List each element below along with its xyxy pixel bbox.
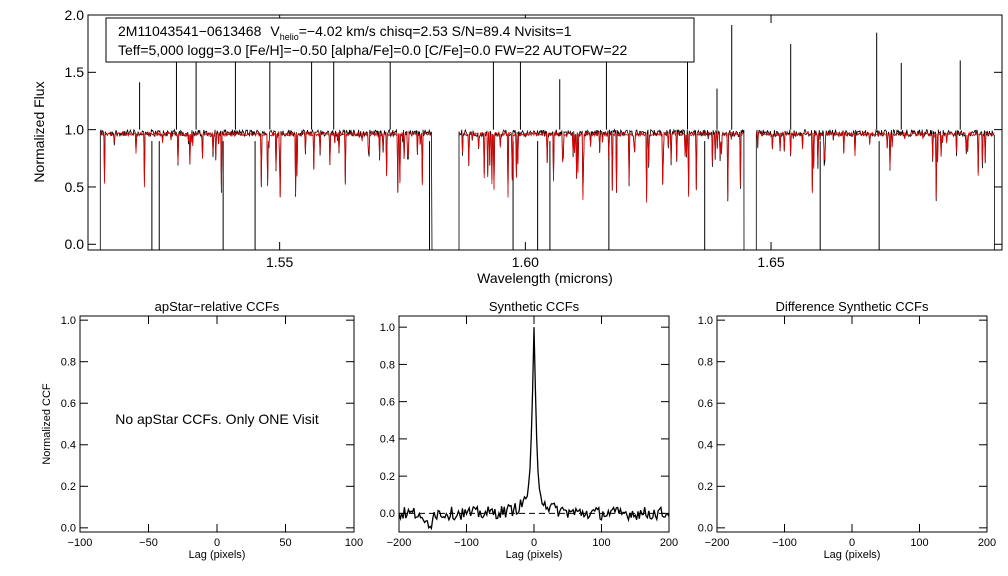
synthetic-ccf-xtick-label: 0	[531, 537, 537, 549]
difference-ccf-xtick-label: 200	[978, 537, 996, 549]
apstar-ccf-xlabel: Lag (pixels)	[189, 549, 246, 561]
info-line-2: Teff=5,000 logg=3.0 [Fe/H]=−0.50 [alpha/…	[118, 42, 627, 58]
spectrum-ytick-label: 1.5	[65, 64, 85, 80]
observed-chip-1	[99, 128, 433, 251]
spectrum-ytick-label: 2.0	[65, 7, 85, 23]
difference-ccf-xtick-label: 0	[849, 537, 855, 549]
difference-ccf-ytick-label: 0.2	[698, 481, 713, 493]
info-box	[105, 17, 695, 63]
spectrum-xlabel: Wavelength (microns)	[477, 270, 613, 286]
model-chip-3	[755, 131, 995, 199]
synthetic-ccf-ytick-label: 0.8	[380, 359, 395, 371]
observed-chip-2	[458, 128, 745, 251]
difference-ccf-xlabel: Lag (pixels)	[824, 549, 881, 561]
spectrum-xtick-label: 1.65	[757, 254, 784, 270]
apstar-ccf-ytick-label: 0.4	[61, 440, 76, 452]
apstar-ccf-ytick-label: 0.0	[61, 523, 76, 535]
apstar-ccf-ytick-label: 0.2	[61, 481, 76, 493]
difference-ccf-xtick-label: 100	[910, 537, 928, 549]
synthetic-ccf-title: Synthetic CCFs	[489, 299, 580, 314]
synthetic-ccf-ytick-label: 0.2	[380, 471, 395, 483]
difference-ccf-ytick-label: 0.4	[698, 440, 713, 452]
model-spectrum-line	[99, 131, 995, 203]
apstar-ccf-ytick-label: 0.8	[61, 357, 76, 369]
v-helio-subscript: helio	[280, 32, 299, 42]
observed-chip-3	[755, 128, 995, 251]
apstar-ccf-xtick-label: 50	[279, 537, 291, 549]
difference-ccf-axis-ticks: −200 −100 0 100 200 0.0 0.2 0.4 0.6 0.8 1.0	[698, 315, 996, 549]
spectrum-ytick-label: 0.0	[65, 236, 85, 252]
model-chip-1	[99, 131, 432, 197]
apstar-ccf-xtick-label: 0	[214, 537, 220, 549]
synthetic-ccf-axis-ticks: −200 −100 0 100 200 0.0 0.2 0.4 0.6 0.8 1.0	[380, 316, 678, 549]
difference-ccf-title: Difference Synthetic CCFs	[776, 299, 929, 314]
synthetic-ccf-xtick-label: −200	[387, 537, 412, 549]
synthetic-ccf-panel: Synthetic CCFs −200 −100 0 100 200 0.0 0.2 0.4 0…	[380, 299, 678, 561]
apstar-ccf-xtick-label: −50	[139, 537, 158, 549]
difference-ccf-panel: Difference Synthetic CCFs −200 −100 0 100 20…	[698, 299, 996, 561]
difference-ccf-ytick-label: 1.0	[698, 315, 713, 327]
synthetic-ccf-ytick-label: 0.6	[380, 397, 395, 409]
model-chip-2	[458, 131, 745, 203]
spectrum-panel: 1.55 1.60 1.65 0.0 0.5 1.0 1.5 2.0 Wavelength (…	[31, 7, 1003, 286]
difference-ccf-xtick-label: −100	[772, 537, 797, 549]
info-line-1-values: =−4.02 km/s chisq=2.53 S/N=89.4 Nvisits=…	[299, 23, 572, 39]
difference-ccf-frame	[716, 315, 988, 533]
info-line-1: 2M11043541−0613468 Vhelio=−4.02 km/s chis…	[118, 23, 572, 42]
difference-ccf-ytick-label: 0.0	[698, 523, 713, 535]
spectrum-ytick-label: 1.0	[65, 122, 85, 138]
apstar-ccf-ytick-label: 0.6	[61, 398, 76, 410]
spectrum-axis-ticks: 1.55 1.60 1.65 0.0 0.5 1.0 1.5 2.0	[65, 7, 1002, 270]
synthetic-ccf-path	[398, 327, 670, 531]
synthetic-ccf-xtick-label: −100	[454, 537, 479, 549]
spectrum-plot-frame	[87, 14, 1003, 251]
synthetic-ccf-ytick-label: 1.0	[380, 322, 395, 334]
difference-ccf-ytick-label: 0.8	[698, 357, 713, 369]
synthetic-ccf-xlabel: Lag (pixels)	[506, 549, 563, 561]
spectrum-xtick-label: 1.55	[266, 254, 293, 270]
apstar-ccf-ylabel: Normalized CCF	[41, 383, 53, 465]
star-id: 2M11043541−0613468	[118, 23, 262, 39]
v-helio-symbol: V	[270, 23, 280, 39]
apstar-ccf-axis-ticks: −100 −50 0 50 100 0.0 0.2 0.4 0.6 0.8 1.0	[61, 315, 363, 549]
apstar-ccf-panel: apStar−relative CCFs −100 −50 0 50 100 0.0 0.2…	[41, 299, 363, 561]
synthetic-ccf-curve	[398, 327, 670, 531]
synthetic-ccf-xtick-label: 200	[660, 537, 678, 549]
difference-ccf-xtick-label: −200	[705, 537, 730, 549]
synthetic-ccf-ytick-label: 0.0	[380, 508, 395, 520]
difference-ccf-ytick-label: 0.6	[698, 398, 713, 410]
apstar-ccf-xtick-label: −100	[68, 537, 93, 549]
apstar-ccf-xtick-label: 100	[345, 537, 363, 549]
apstar-ccf-ytick-label: 1.0	[61, 315, 76, 327]
spectrum-ytick-label: 0.5	[65, 179, 85, 195]
no-ccf-annotation: No apStar CCFs. Only ONE Visit	[115, 411, 319, 427]
synthetic-ccf-xtick-label: 100	[592, 537, 610, 549]
spectrum-xtick-label: 1.60	[512, 254, 539, 270]
apstar-ccf-title: apStar−relative CCFs	[155, 299, 280, 314]
synthetic-ccf-ytick-label: 0.4	[380, 434, 395, 446]
spectrum-ylabel: Normalized Flux	[31, 81, 47, 182]
